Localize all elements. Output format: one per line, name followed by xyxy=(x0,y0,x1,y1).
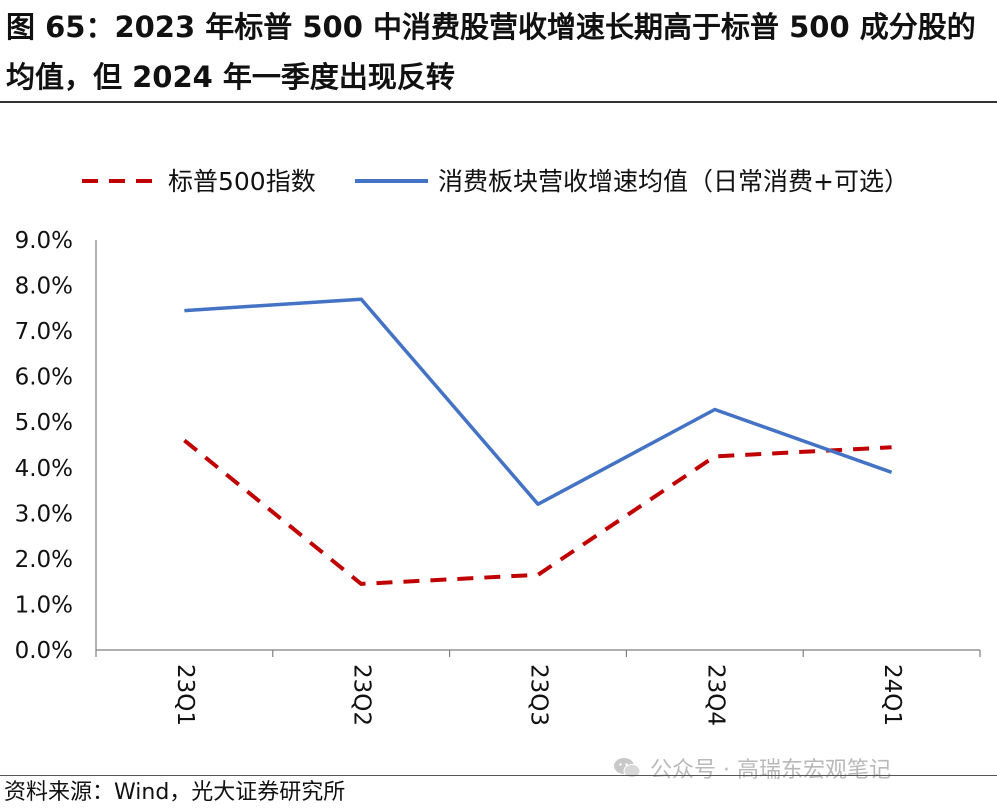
x-tick-label: 23Q3 xyxy=(526,664,552,726)
y-tick-label: 9.0% xyxy=(15,228,73,254)
x-tick-label: 23Q4 xyxy=(702,664,728,726)
sp500-series-line xyxy=(183,438,892,586)
y-tick-label: 0.0% xyxy=(15,638,73,664)
watermark-text: 公众号 · 高瑞东宏观笔记 xyxy=(650,758,891,783)
y-tick-label: 6.0% xyxy=(15,365,73,391)
y-tick-label: 5.0% xyxy=(15,410,73,436)
series-group xyxy=(183,297,893,586)
source-note: 资料来源：Wind，光大证券研究所 xyxy=(4,780,346,805)
legend: 标普500指数 消费板块营收增速均值（日常消费+可选） xyxy=(82,167,909,196)
line-chart: 标普500指数 消费板块营收增速均值（日常消费+可选） 0.0% 1.0% 2.0% 3… xyxy=(15,167,981,726)
x-tick-label: 23Q1 xyxy=(172,664,198,726)
y-tick-label: 4.0% xyxy=(15,456,73,482)
x-axis: 23Q1 23Q2 23Q3 23Q4 24Q1 xyxy=(95,649,981,726)
y-tick-label: 1.0% xyxy=(15,592,73,618)
legend-label: 消费板块营收增速均值（日常消费+可选） xyxy=(438,167,909,196)
x-tick-label: 24Q1 xyxy=(879,664,905,726)
y-tick-label: 3.0% xyxy=(15,501,73,527)
watermark: 公众号 · 高瑞东宏观笔记 xyxy=(612,752,891,784)
x-tick-label: 23Q2 xyxy=(349,664,375,726)
y-tick-label: 7.0% xyxy=(15,319,73,345)
y-axis: 0.0% 1.0% 2.0% 3.0% 4.0% 5.0% 6.0% 7.0% 8.0% 9.0% xyxy=(15,228,97,664)
footer-divider xyxy=(0,775,997,776)
wechat-icon xyxy=(614,758,641,778)
legend-label: 标普500指数 xyxy=(168,167,316,196)
consumer-series-line xyxy=(184,297,893,506)
title-divider xyxy=(0,101,997,103)
y-tick-label: 2.0% xyxy=(15,547,73,573)
chart-title: 图 65：2023 年标普 500 中消费股营收增速长期高于标普 500 成分股… xyxy=(6,10,976,94)
y-tick-label: 8.0% xyxy=(15,274,73,300)
